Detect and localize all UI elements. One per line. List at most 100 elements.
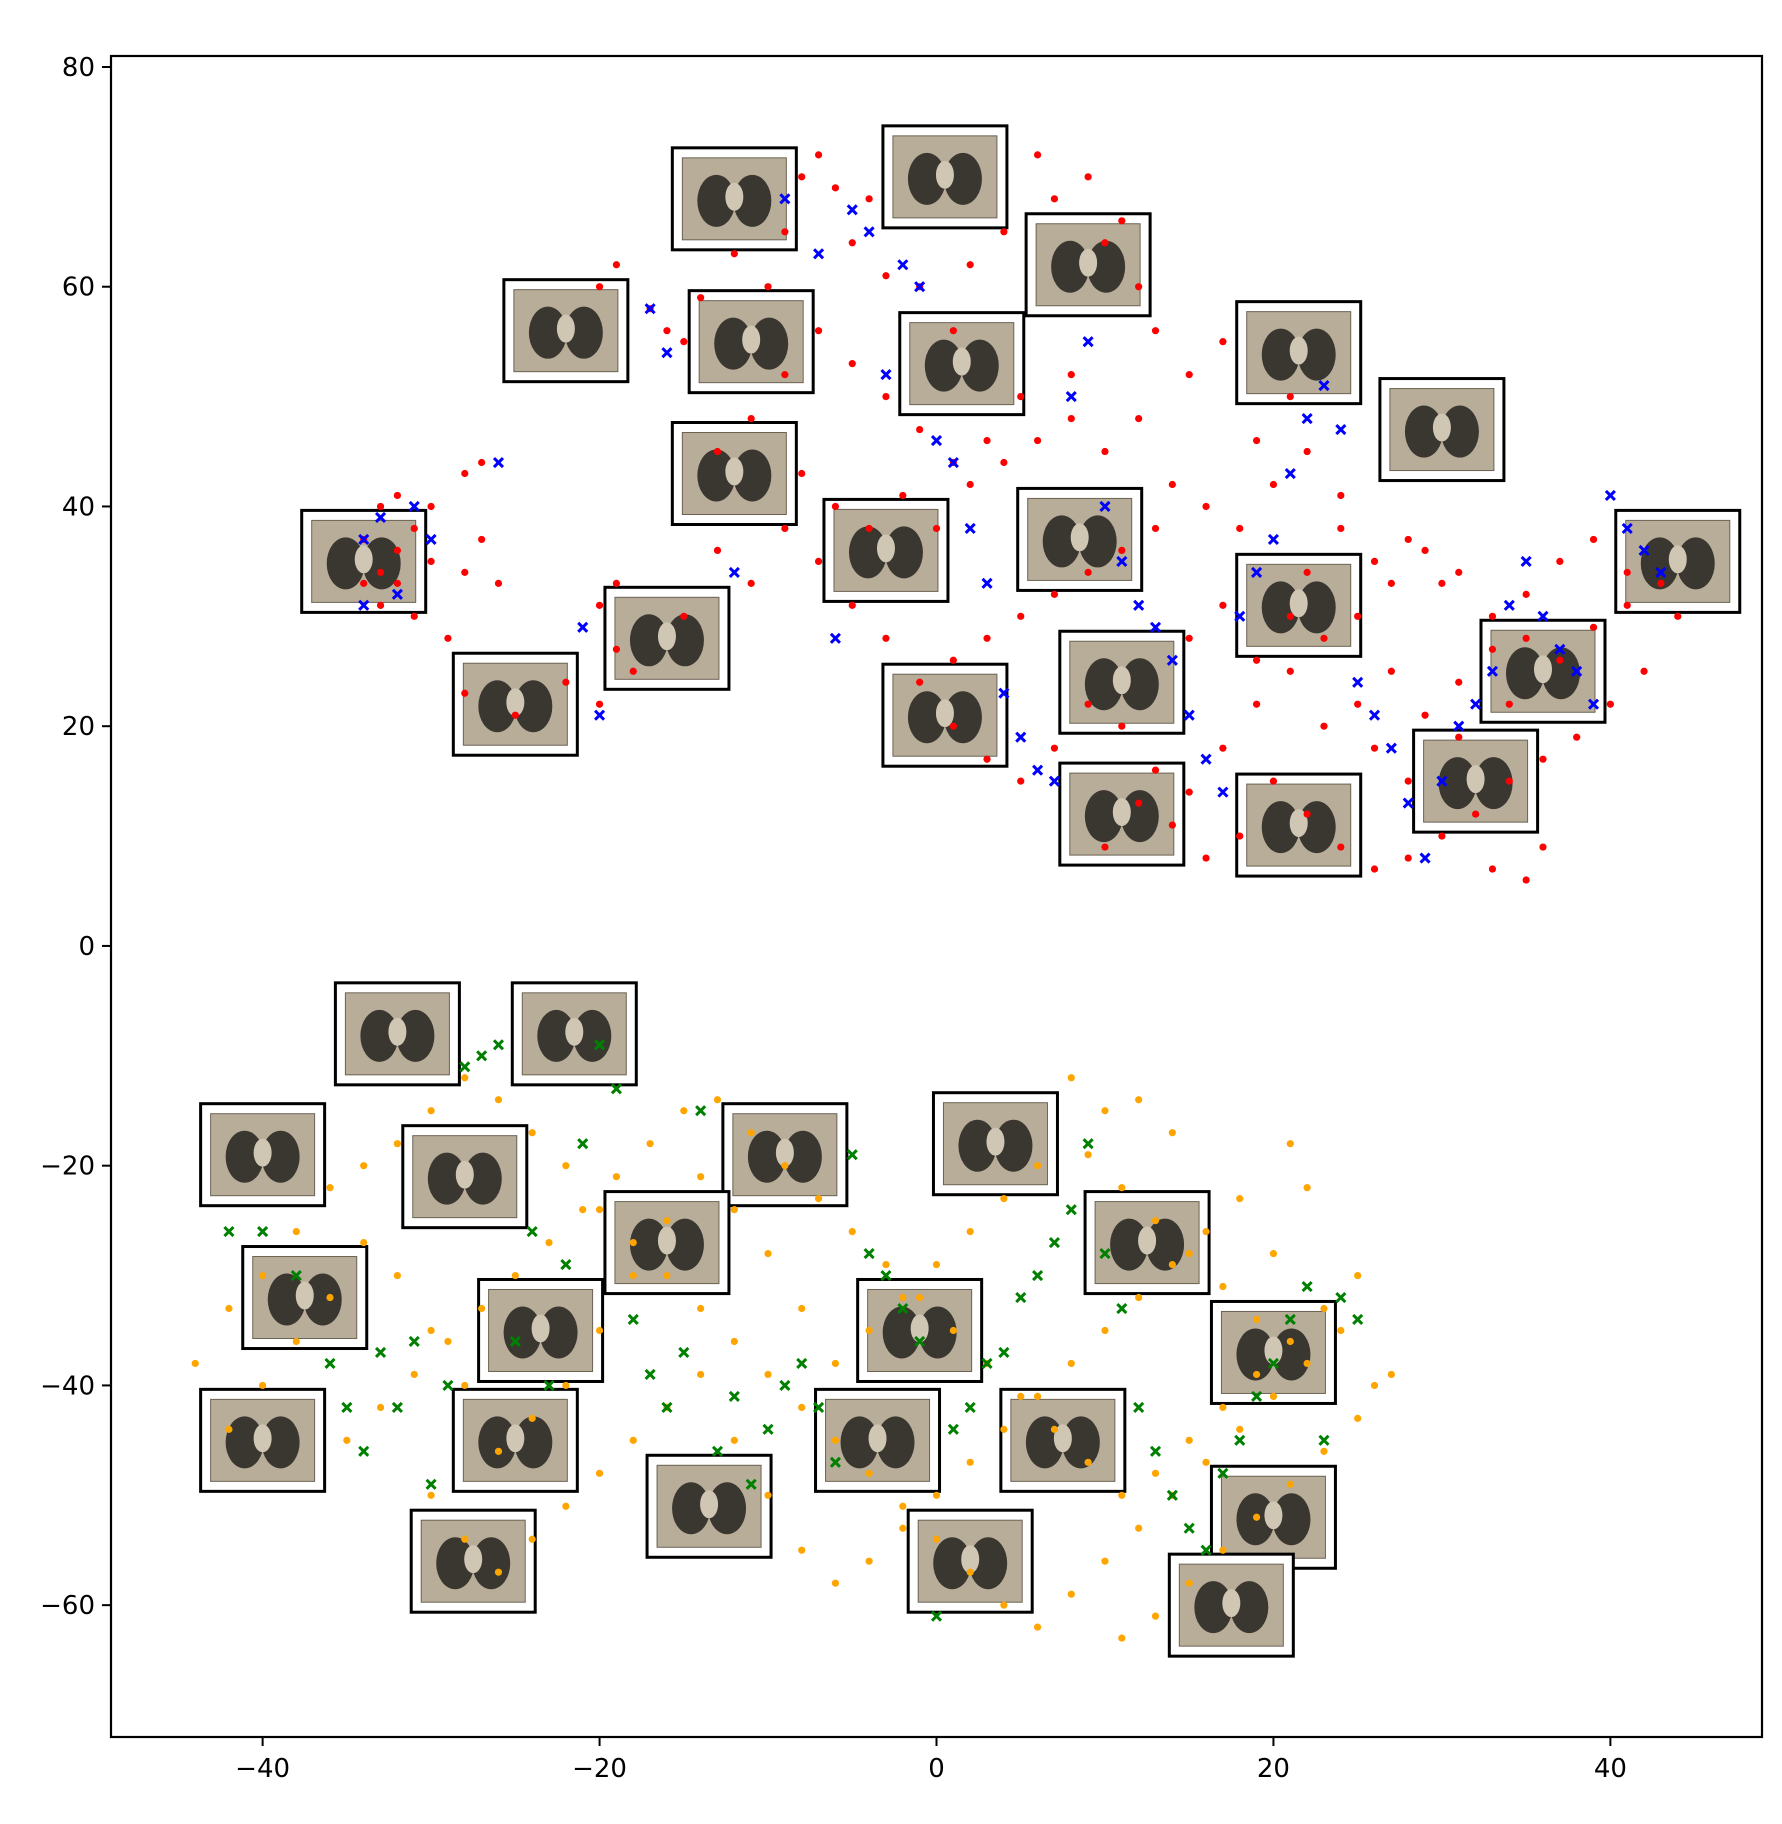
- data-point: [562, 678, 570, 686]
- data-point: [1604, 489, 1616, 502]
- data-point: [494, 1568, 503, 1576]
- ct-thumbnail: [477, 1277, 605, 1383]
- data-point: [1522, 876, 1530, 884]
- data-point: [1116, 1302, 1128, 1315]
- data-point: [764, 283, 772, 291]
- data-point: [560, 1258, 572, 1271]
- data-point: [1303, 447, 1311, 456]
- data-point: [1387, 579, 1395, 587]
- data-point: [1286, 612, 1294, 620]
- data-point: [1354, 612, 1362, 620]
- data-point: [798, 1403, 806, 1411]
- data-point: [882, 634, 890, 642]
- ct-thumbnail: [199, 1387, 327, 1493]
- data-point: [814, 327, 823, 335]
- data-point: [376, 502, 385, 511]
- ct-thumbnail: [1167, 1552, 1295, 1658]
- data-point: [831, 1359, 840, 1368]
- data-point: [562, 1162, 570, 1170]
- data-point: [1151, 1469, 1160, 1477]
- data-point: [644, 303, 656, 315]
- data-point: [1234, 1434, 1246, 1446]
- data-point: [829, 632, 841, 644]
- data-point: [798, 1546, 806, 1554]
- data-point: [798, 469, 806, 478]
- data-point: [1099, 500, 1111, 513]
- data-point: [1587, 698, 1600, 710]
- data-point: [1335, 423, 1347, 436]
- ct-thumbnail: [502, 278, 630, 384]
- data-point: [1472, 810, 1480, 818]
- data-point: [1133, 599, 1145, 611]
- data-point: [1286, 667, 1294, 675]
- data-point: [225, 1425, 233, 1433]
- data-point: [1385, 742, 1397, 754]
- data-point: [899, 491, 907, 500]
- data-point: [882, 272, 890, 280]
- data-point: [1318, 380, 1330, 392]
- ct-thumbnail: [409, 1508, 537, 1614]
- data-point: [627, 1313, 639, 1326]
- data-point: [814, 151, 823, 159]
- data-point: [966, 1228, 974, 1236]
- data-point: [1219, 338, 1227, 346]
- data-point: [1421, 711, 1429, 719]
- ct-thumbnail: [822, 497, 950, 603]
- data-point: [461, 689, 469, 697]
- data-point: [663, 1271, 671, 1280]
- data-point: [1202, 502, 1210, 511]
- data-point: [1539, 843, 1547, 851]
- data-point: [747, 1129, 755, 1137]
- data-point: [1151, 766, 1160, 774]
- data-point: [1050, 1425, 1059, 1433]
- data-point: [1219, 1282, 1227, 1291]
- data-point: [526, 1226, 538, 1238]
- data-point: [1151, 327, 1160, 335]
- data-point: [1252, 436, 1261, 445]
- data-point: [1101, 1557, 1109, 1565]
- data-point: [730, 1436, 738, 1444]
- y-tick-label: 20: [62, 712, 95, 742]
- data-point: [1537, 610, 1549, 622]
- data-point: [1267, 1357, 1280, 1370]
- data-point: [1033, 1623, 1042, 1631]
- y-tick-label: 40: [62, 492, 95, 522]
- data-point: [1303, 810, 1311, 818]
- data-point: [1337, 843, 1345, 851]
- data-point: [1082, 336, 1094, 348]
- data-point: [814, 557, 823, 565]
- ct-thumbnail: [1209, 1464, 1337, 1570]
- data-point: [798, 1304, 806, 1313]
- data-point: [1084, 173, 1092, 181]
- data-point: [831, 1436, 840, 1444]
- data-point: [713, 1096, 722, 1104]
- ct-thumbnail: [1479, 618, 1607, 724]
- ct-thumbnail: [1235, 300, 1363, 406]
- data-point: [831, 502, 840, 511]
- data-point: [427, 1326, 435, 1335]
- data-point: [663, 327, 671, 335]
- data-point: [1320, 634, 1328, 642]
- data-point: [1370, 1381, 1379, 1390]
- data-point: [257, 1226, 269, 1238]
- data-point: [1135, 1293, 1143, 1302]
- series-2: [191, 1074, 1395, 1642]
- data-point: [393, 1271, 401, 1280]
- x-tick-label: 0: [928, 1754, 945, 1784]
- data-point: [612, 261, 621, 269]
- data-point: [983, 436, 991, 445]
- data-point: [899, 1524, 907, 1532]
- data-point: [1101, 1326, 1109, 1335]
- data-point: [949, 722, 957, 730]
- data-point: [1539, 755, 1547, 763]
- data-point: [1284, 467, 1296, 480]
- data-point: [595, 700, 604, 708]
- data-point: [663, 1217, 671, 1225]
- data-point: [848, 239, 856, 247]
- data-point: [1000, 228, 1008, 236]
- data-point: [949, 1326, 957, 1335]
- data-point: [577, 1138, 589, 1150]
- data-point: [697, 294, 705, 302]
- data-point: [1488, 645, 1497, 653]
- data-point: [1269, 777, 1278, 785]
